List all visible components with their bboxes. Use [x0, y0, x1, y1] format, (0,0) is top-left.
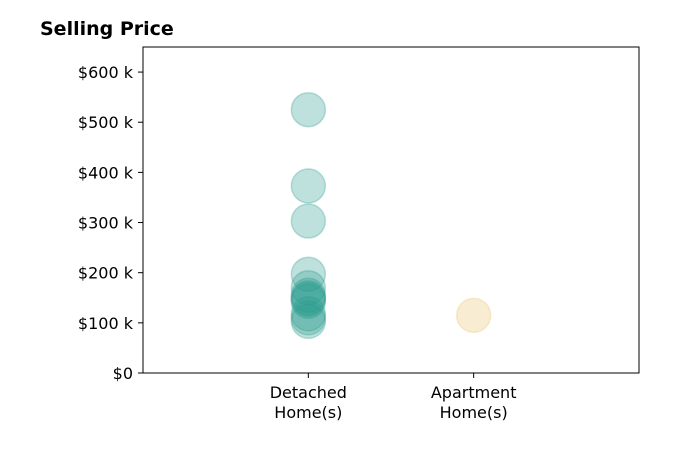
plot-frame: [142, 46, 640, 374]
data-point: [290, 91, 327, 128]
y-tick-label: $400 k: [78, 163, 134, 182]
y-tick-label: $600 k: [78, 63, 134, 82]
data-point: [455, 297, 492, 334]
x-tick-label: Detached: [270, 383, 347, 402]
y-tick-label: $100 k: [78, 314, 134, 333]
chart-title: Selling Price: [40, 18, 174, 40]
y-tick-label: $300 k: [78, 214, 134, 233]
x-tick-label: Apartment: [431, 383, 517, 402]
y-axis: $0 $100 k $200 k $300 k $400 k $500 k $600 k: [78, 63, 143, 383]
data-point: [290, 168, 327, 204]
data-point: [290, 203, 327, 239]
data-point: [290, 300, 327, 336]
plot-area: [143, 47, 639, 373]
data-point: [290, 296, 327, 332]
x-tick-label: Home(s): [274, 403, 342, 422]
data-point: [290, 280, 327, 316]
y-tick-label: $200 k: [78, 264, 134, 283]
data-point: [290, 281, 327, 318]
data-point: [290, 269, 327, 306]
data-points: [290, 91, 492, 340]
data-point: [290, 283, 327, 320]
data-point: [290, 277, 327, 314]
x-tick-label: Home(s): [440, 403, 508, 422]
y-tick-label: $0: [113, 364, 133, 383]
y-tick-label: $500 k: [78, 113, 134, 132]
data-point: [290, 303, 327, 340]
data-point: [290, 256, 327, 292]
